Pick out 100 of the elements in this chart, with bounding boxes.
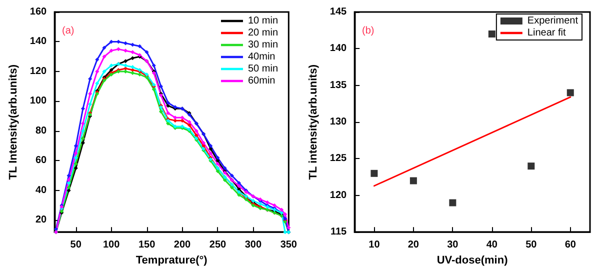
y-tick-label: 160 bbox=[30, 6, 48, 18]
point bbox=[208, 146, 213, 151]
point bbox=[152, 64, 156, 68]
point bbox=[124, 48, 128, 53]
point bbox=[95, 58, 100, 62]
point bbox=[265, 200, 270, 204]
point bbox=[286, 226, 291, 230]
x-axis-title: UV-dose(min) bbox=[436, 254, 508, 266]
x-tick-label: 100 bbox=[102, 240, 120, 251]
point bbox=[130, 56, 135, 60]
point bbox=[180, 116, 184, 120]
point bbox=[216, 156, 220, 160]
point bbox=[187, 120, 192, 124]
y-tick-label: 120 bbox=[30, 66, 48, 77]
point bbox=[88, 76, 92, 81]
y-tick-label: 20 bbox=[35, 214, 48, 226]
point bbox=[130, 70, 135, 75]
point bbox=[216, 162, 220, 166]
point bbox=[95, 69, 100, 74]
x-tick-label: 60 bbox=[564, 240, 576, 251]
point bbox=[528, 162, 535, 170]
point bbox=[410, 177, 417, 184]
y-tick-label: 140 bbox=[330, 43, 348, 54]
legend-label: 50 min bbox=[248, 64, 278, 74]
point bbox=[180, 118, 184, 123]
point bbox=[66, 181, 71, 186]
point bbox=[144, 50, 149, 54]
point bbox=[138, 72, 142, 76]
x-axis-title: Temprature(°) bbox=[136, 254, 208, 266]
x-tick-label: 40 bbox=[486, 240, 498, 251]
point bbox=[194, 128, 198, 133]
y-tick-label: 125 bbox=[330, 153, 348, 164]
point bbox=[95, 81, 100, 86]
y-axis-title: TL intensity(arb.units) bbox=[308, 64, 320, 180]
point bbox=[488, 30, 496, 38]
point bbox=[66, 174, 71, 178]
point bbox=[80, 140, 85, 145]
point bbox=[449, 199, 456, 206]
x-tick-label: 50 bbox=[526, 240, 538, 251]
point bbox=[116, 47, 120, 52]
y-tick-label: 145 bbox=[330, 6, 348, 18]
annotation: (b) bbox=[362, 26, 374, 36]
point bbox=[283, 230, 288, 234]
point bbox=[173, 118, 178, 123]
y-tick-label: 60 bbox=[35, 155, 48, 166]
point bbox=[102, 54, 106, 59]
x-tick-label: 50 bbox=[70, 240, 82, 251]
legend-label: Linear fit bbox=[527, 28, 566, 38]
point bbox=[283, 212, 288, 216]
point bbox=[370, 170, 378, 177]
x-tick-label: 10 bbox=[368, 240, 380, 251]
y-tick-label: 100 bbox=[30, 96, 48, 107]
point bbox=[130, 42, 135, 47]
point bbox=[109, 64, 114, 68]
point bbox=[208, 144, 213, 148]
point bbox=[80, 122, 85, 126]
point bbox=[80, 106, 85, 111]
point bbox=[222, 178, 227, 182]
point bbox=[222, 166, 227, 170]
point bbox=[124, 64, 128, 68]
point bbox=[130, 50, 135, 54]
point bbox=[74, 144, 78, 148]
point bbox=[152, 87, 156, 92]
point bbox=[166, 111, 170, 116]
point bbox=[230, 174, 234, 178]
x-tick-label: 20 bbox=[408, 240, 420, 251]
point bbox=[102, 69, 106, 74]
legend-label: 30 min bbox=[248, 40, 278, 50]
point bbox=[158, 84, 163, 88]
point bbox=[216, 169, 220, 174]
y-tick-label: 120 bbox=[330, 190, 348, 201]
annotation: (a) bbox=[62, 26, 74, 36]
legend-label: 10 min bbox=[248, 16, 278, 26]
legend-label: Experiment bbox=[527, 16, 578, 26]
y-axis-title: TL Intensity(arb.units) bbox=[8, 64, 20, 180]
x-tick-label: 150 bbox=[138, 240, 156, 251]
y-tick-label: 135 bbox=[330, 80, 348, 91]
point bbox=[88, 92, 92, 96]
legend-label: 20 min bbox=[248, 28, 278, 38]
y-tick-label: 40 bbox=[35, 184, 48, 196]
point bbox=[566, 89, 574, 96]
point bbox=[124, 69, 128, 74]
point bbox=[88, 102, 92, 106]
x-tick-label: 200 bbox=[174, 240, 192, 251]
point bbox=[124, 59, 128, 64]
point bbox=[166, 104, 170, 108]
point bbox=[202, 140, 206, 145]
point bbox=[66, 185, 71, 190]
point bbox=[74, 156, 78, 160]
point bbox=[109, 48, 114, 53]
point bbox=[102, 46, 106, 50]
point bbox=[74, 166, 78, 170]
x-tick-label: 300 bbox=[244, 240, 262, 251]
point bbox=[272, 203, 276, 208]
point bbox=[258, 202, 262, 206]
x-tick-label: 350 bbox=[280, 240, 298, 251]
point bbox=[130, 65, 135, 70]
point bbox=[280, 208, 284, 212]
point bbox=[194, 133, 198, 138]
point bbox=[187, 123, 192, 128]
